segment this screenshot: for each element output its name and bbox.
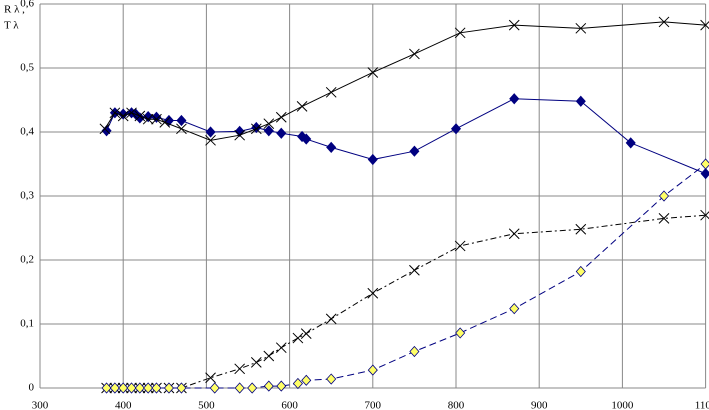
data-point — [658, 16, 670, 28]
x-tick-label: 800 — [448, 400, 465, 410]
y-tick-label: 0,2 — [20, 254, 34, 266]
data-point — [126, 107, 137, 119]
data-point — [159, 117, 171, 128]
data-point — [151, 382, 162, 394]
data-point — [509, 303, 520, 315]
data-point — [658, 190, 670, 202]
data-point — [263, 118, 275, 130]
y-axis-label: R λ , — [4, 4, 25, 16]
series-line — [106, 163, 706, 389]
data-point — [409, 345, 420, 358]
data-point — [409, 48, 420, 60]
x-tick-label: 1100 — [695, 400, 709, 410]
data-point — [163, 382, 174, 394]
data-point — [575, 223, 587, 235]
data-point — [247, 382, 258, 394]
data-point — [176, 382, 187, 394]
data-point — [301, 374, 312, 386]
data-point — [263, 350, 275, 362]
y-tick-label: 0,4 — [20, 126, 34, 138]
data-point — [325, 86, 337, 98]
data-point — [275, 342, 287, 354]
data-point — [367, 67, 379, 78]
data-point — [326, 141, 337, 153]
data-point — [263, 125, 274, 137]
data-point — [151, 113, 162, 125]
data-point — [205, 126, 216, 138]
data-point — [454, 240, 466, 252]
data-point — [134, 110, 146, 122]
data-point — [99, 123, 111, 135]
data-point — [109, 107, 121, 119]
data-point — [454, 27, 466, 39]
data-point — [508, 19, 520, 31]
data-point — [625, 137, 636, 149]
data-point — [234, 129, 246, 141]
data-point — [276, 380, 287, 392]
data-point — [176, 114, 187, 127]
data-point — [143, 382, 154, 394]
x-tick-label: 500 — [198, 400, 215, 410]
data-point — [575, 265, 586, 278]
y-tick-label: 0,1 — [20, 318, 34, 330]
data-point — [134, 382, 145, 394]
data-point — [118, 382, 129, 394]
data-point — [292, 332, 304, 344]
data-point — [325, 313, 337, 325]
data-point — [117, 110, 129, 122]
data-point — [409, 145, 420, 157]
data-point — [205, 134, 216, 146]
data-point — [575, 22, 587, 34]
data-point — [575, 95, 586, 107]
x-tick-label: 700 — [365, 400, 382, 410]
data-point — [509, 93, 520, 105]
data-point — [326, 373, 337, 385]
data-point — [176, 123, 187, 135]
data-point — [296, 101, 308, 112]
y-tick-label: 0 — [29, 382, 35, 394]
x-tick-label: 900 — [531, 400, 548, 410]
y-tick-label: 0,6 — [20, 0, 34, 10]
x-tick-label: 1000 — [611, 400, 634, 410]
data-point — [367, 364, 378, 376]
data-point — [301, 133, 312, 145]
data-point — [292, 377, 303, 390]
data-point — [234, 382, 245, 394]
series-line — [106, 214, 706, 389]
data-point — [367, 287, 379, 299]
data-point — [367, 153, 378, 166]
y-tick-label: 0,3 — [20, 190, 34, 202]
data-point — [209, 382, 220, 394]
series-line — [104, 21, 706, 141]
data-point — [142, 113, 154, 125]
data-point — [276, 127, 287, 139]
series-line — [106, 98, 706, 175]
data-point — [450, 123, 462, 135]
data-point — [508, 228, 520, 240]
data-point — [263, 380, 274, 392]
y-axis-label: T λ — [4, 20, 19, 32]
data-point — [234, 363, 246, 375]
data-point — [250, 123, 262, 135]
data-point — [658, 213, 670, 224]
data-point — [409, 264, 420, 276]
x-tick-label: 300 — [32, 400, 49, 410]
data-point — [700, 158, 709, 170]
data-point — [275, 111, 287, 123]
data-point — [455, 327, 466, 339]
x-tick-label: 600 — [281, 400, 298, 410]
x-tick-label: 400 — [115, 400, 132, 410]
data-point — [300, 328, 312, 339]
data-point — [250, 357, 262, 368]
data-point — [126, 382, 137, 394]
data-point — [101, 382, 112, 394]
data-point — [205, 372, 216, 384]
data-point — [109, 382, 120, 394]
y-tick-label: 0,5 — [20, 62, 34, 74]
data-point — [700, 168, 709, 180]
